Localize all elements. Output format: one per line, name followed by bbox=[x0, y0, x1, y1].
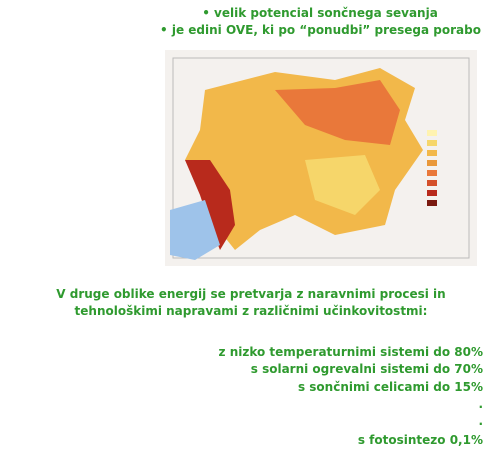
paragraph-line: tehnološkimi napravami z različnimi učin… bbox=[74, 304, 428, 318]
map-frame bbox=[172, 57, 470, 259]
map-region bbox=[185, 160, 235, 250]
list-item: s fotosintezo 0,1% bbox=[357, 433, 483, 447]
map-region bbox=[275, 80, 400, 145]
list-item: s sončnimi celicami do 15% bbox=[297, 380, 483, 394]
solar-map bbox=[165, 50, 477, 266]
bullet: • je edini OVE, ki po “ponudbi” presega … bbox=[160, 23, 481, 37]
map-sea bbox=[170, 200, 220, 260]
list-item: . bbox=[478, 397, 483, 411]
paragraph-line: V druge oblike energij se pretvarja z na… bbox=[56, 287, 446, 301]
map-legend bbox=[427, 130, 437, 206]
list-item: z nizko temperaturnimi sistemi do 80% bbox=[218, 345, 483, 359]
bullet: • velik potencial sončnega sevanja bbox=[202, 6, 438, 20]
list-item: . bbox=[478, 414, 483, 428]
map-region bbox=[305, 155, 380, 215]
list-item: s solarni ogrevalni sistemi do 70% bbox=[250, 362, 483, 376]
